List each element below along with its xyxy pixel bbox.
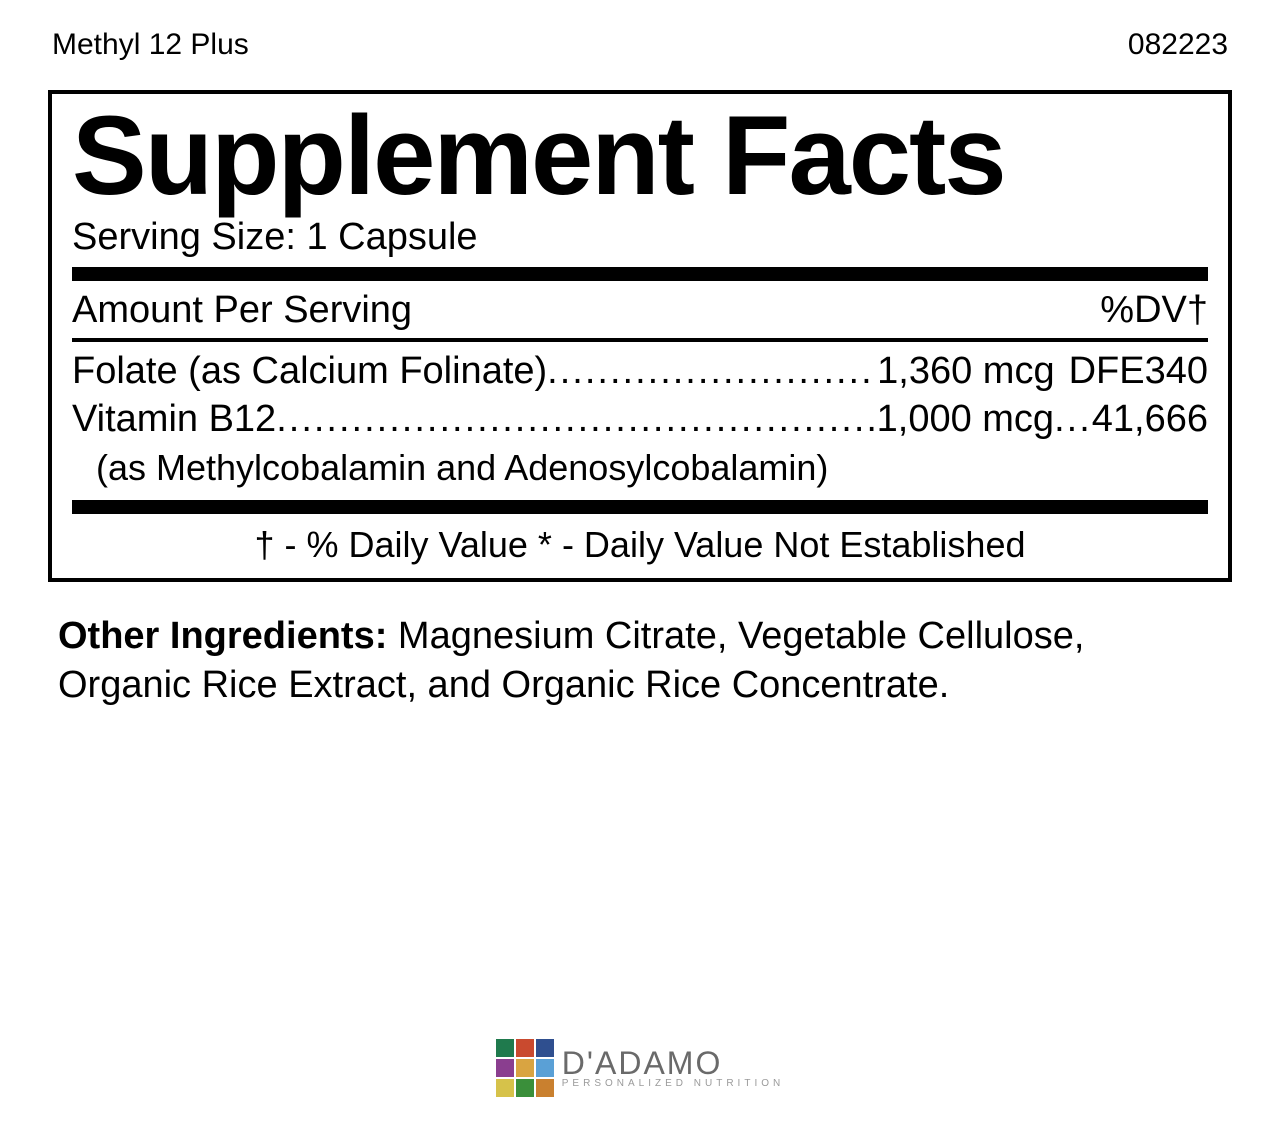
nutrient-dv: 41,666 [1092, 396, 1208, 444]
nutrient-dv: DFE340 [1055, 348, 1208, 396]
other-ingredients-label: Other Ingredients: [58, 615, 387, 657]
nutrient-row: Vitamin B12 1,000 mcg ... 41,666 [72, 396, 1208, 444]
nutrient-row: Folate (as Calcium Folinate) 1,360 mcg D… [72, 348, 1208, 396]
serving-size: Serving Size: 1 Capsule [72, 216, 1208, 259]
dot-leader [276, 396, 876, 444]
nutrient-name: Vitamin B12 [72, 396, 276, 444]
dot-leader [547, 348, 877, 396]
divider-thin [72, 338, 1208, 342]
dv-header: %DV† [1100, 289, 1208, 332]
amount-per-serving-row: Amount Per Serving %DV† [72, 285, 1208, 336]
other-ingredients: Other Ingredients: Magnesium Citrate, Ve… [48, 612, 1232, 711]
product-name: Methyl 12 Plus [52, 28, 249, 62]
dot-leader-short: ... [1054, 396, 1092, 444]
nutrient-amount: 1,000 mcg [877, 396, 1054, 444]
nutrient-name: Folate (as Calcium Folinate) [72, 348, 547, 396]
document-code: 082223 [1128, 28, 1228, 62]
nutrient-list: Folate (as Calcium Folinate) 1,360 mcg D… [72, 348, 1208, 490]
logo-color-grid-icon [496, 1039, 554, 1097]
nutrient-subnote: (as Methylcobalamin and Adenosylcobalami… [72, 445, 1208, 490]
nutrient-amount: 1,360 mcg [877, 348, 1054, 396]
brand-logo: D'ADAMO PERSONALIZED NUTRITION [0, 1039, 1280, 1097]
supplement-facts-panel: Supplement Facts Serving Size: 1 Capsule… [48, 90, 1232, 582]
document-header: Methyl 12 Plus 082223 [48, 28, 1232, 62]
divider-thick [72, 500, 1208, 514]
logo-tagline: PERSONALIZED NUTRITION [562, 1079, 784, 1089]
dv-footnote: † - % Daily Value * - Daily Value Not Es… [72, 518, 1208, 568]
amount-per-serving-label: Amount Per Serving [72, 289, 412, 332]
divider-thick [72, 267, 1208, 281]
panel-title: Supplement Facts [72, 100, 1208, 212]
logo-brand-name: D'ADAMO [562, 1047, 784, 1079]
